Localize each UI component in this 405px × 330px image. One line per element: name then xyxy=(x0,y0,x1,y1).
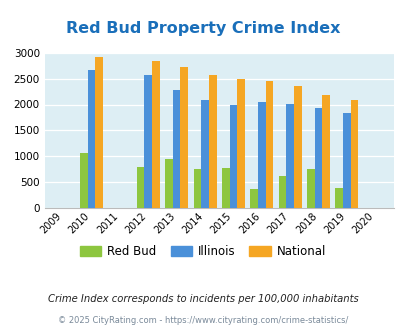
Bar xyxy=(257,102,265,208)
Bar xyxy=(152,61,160,208)
Bar xyxy=(322,95,329,208)
Bar xyxy=(278,176,286,208)
Text: Red Bud Property Crime Index: Red Bud Property Crime Index xyxy=(66,20,339,36)
Text: Crime Index corresponds to incidents per 100,000 inhabitants: Crime Index corresponds to incidents per… xyxy=(47,294,358,304)
Bar xyxy=(222,168,229,208)
Bar xyxy=(173,90,180,208)
Bar xyxy=(306,169,314,208)
Bar xyxy=(165,159,173,208)
Bar xyxy=(95,57,103,208)
Bar xyxy=(201,100,208,208)
Bar xyxy=(237,79,244,208)
Text: © 2025 CityRating.com - https://www.cityrating.com/crime-statistics/: © 2025 CityRating.com - https://www.city… xyxy=(58,316,347,325)
Bar xyxy=(350,100,358,208)
Bar xyxy=(80,153,87,208)
Bar xyxy=(180,67,188,208)
Bar xyxy=(265,81,273,208)
Bar xyxy=(87,70,95,208)
Bar xyxy=(193,169,201,208)
Bar xyxy=(208,75,216,208)
Bar xyxy=(293,86,301,208)
Bar xyxy=(342,113,350,208)
Bar xyxy=(250,189,257,208)
Bar xyxy=(144,75,152,208)
Bar xyxy=(335,188,342,208)
Bar xyxy=(229,105,237,208)
Legend: Red Bud, Illinois, National: Red Bud, Illinois, National xyxy=(76,241,329,261)
Bar xyxy=(136,167,144,208)
Bar xyxy=(314,108,322,208)
Bar xyxy=(286,104,293,208)
